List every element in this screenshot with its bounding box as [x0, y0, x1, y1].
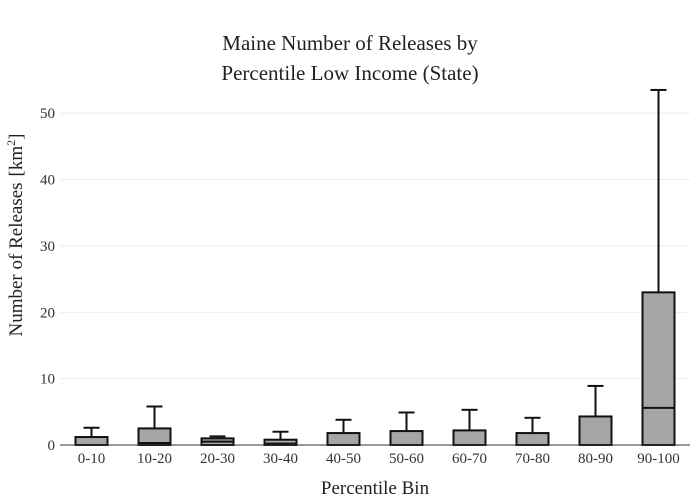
y-tick-label: 50: [40, 106, 55, 122]
x-tick-label: 90-100: [637, 451, 680, 467]
x-axis-label: Percentile Bin: [321, 478, 430, 499]
box-50-60: [389, 411, 424, 446]
box-body: [326, 432, 361, 446]
box-0-10: [74, 426, 109, 447]
chart-title-line-1: Maine Number of Releases by: [222, 31, 478, 55]
box-70-80: [515, 416, 550, 446]
x-tick-label: 0-10: [78, 451, 106, 467]
x-tick-label: 80-90: [578, 451, 613, 467]
grid-layer: [60, 112, 690, 380]
x-tick-label: 20-30: [200, 451, 235, 467]
box-20-30: [200, 435, 235, 447]
x-tick-label: 60-70: [452, 451, 487, 467]
box-body: [578, 415, 613, 446]
box-body: [389, 430, 424, 446]
y-tick-label: 10: [40, 372, 55, 388]
y-axis-label-text: Number of Releases: [6, 182, 27, 336]
x-tick-label: 40-50: [326, 451, 361, 467]
y-tick-label: 0: [48, 438, 56, 454]
y-tick-label: 40: [40, 173, 55, 189]
y-axis-unit-sup: 2: [4, 140, 18, 146]
box-80-90: [578, 384, 613, 446]
y-axis-unit-close: ]: [6, 134, 27, 140]
box-90-100: [641, 88, 676, 447]
x-tick-label: 70-80: [515, 451, 550, 467]
x-tick-label: 10-20: [137, 451, 172, 467]
axis-layer: 0 10 20 30 40 50 0-10 10-20 20-30 30-40 40-50 50-60…: [40, 106, 690, 467]
y-axis-unit-open: [km: [6, 146, 27, 177]
box-40-50: [326, 418, 361, 446]
box-body: [452, 429, 487, 446]
y-tick-label: 20: [40, 305, 55, 321]
box-60-70: [452, 408, 487, 446]
box-body: [515, 432, 550, 446]
y-tick-label: 30: [40, 239, 55, 255]
x-tick-label: 50-60: [389, 451, 424, 467]
chart-title-line-2: Percentile Low Income (State): [221, 61, 478, 85]
box-10-20: [137, 405, 172, 446]
box-30-40: [263, 430, 298, 447]
y-axis-label: Number of Releases [km2]: [4, 134, 27, 337]
plot-layer: [74, 88, 676, 447]
x-tick-label: 30-40: [263, 451, 298, 467]
box-body: [641, 291, 676, 447]
box-body: [74, 436, 109, 447]
